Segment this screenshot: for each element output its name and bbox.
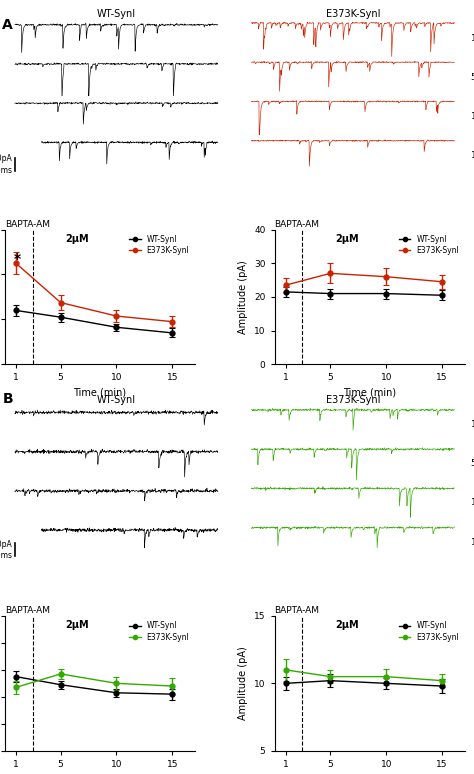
Legend: WT-SynI, E373K-SynI: WT-SynI, E373K-SynI xyxy=(397,233,461,257)
Text: 10 min: 10 min xyxy=(471,498,474,508)
Text: 2μM: 2μM xyxy=(335,620,359,630)
Text: A: A xyxy=(2,18,13,32)
Text: 5 min: 5 min xyxy=(471,73,474,82)
Text: B: B xyxy=(2,392,13,406)
Title: WT-SynI: WT-SynI xyxy=(97,395,136,405)
Title: E373K-SynI: E373K-SynI xyxy=(326,9,380,19)
Title: WT-SynI: WT-SynI xyxy=(97,9,136,19)
Text: 2μM: 2μM xyxy=(335,234,359,244)
Text: BAPTA-AM: BAPTA-AM xyxy=(5,220,50,229)
Text: 500ms: 500ms xyxy=(0,551,12,560)
Text: 10 min: 10 min xyxy=(471,112,474,121)
Legend: WT-SynI, E373K-SynI: WT-SynI, E373K-SynI xyxy=(128,233,191,257)
Text: 2μM: 2μM xyxy=(65,620,89,630)
Legend: WT-SynI, E373K-SynI: WT-SynI, E373K-SynI xyxy=(397,620,461,643)
Y-axis label: Amplitude (pA): Amplitude (pA) xyxy=(238,646,248,721)
Legend: WT-SynI, E373K-SynI: WT-SynI, E373K-SynI xyxy=(128,620,191,643)
Text: 20pA: 20pA xyxy=(0,154,12,163)
Text: 10pA: 10pA xyxy=(0,539,12,549)
Text: BAPTA-AM: BAPTA-AM xyxy=(5,606,50,615)
Title: E373K-SynI: E373K-SynI xyxy=(326,395,380,405)
Text: 1 min: 1 min xyxy=(471,33,474,43)
Text: 5 min: 5 min xyxy=(471,459,474,468)
Text: *: * xyxy=(14,252,21,266)
X-axis label: Time (min): Time (min) xyxy=(73,388,126,398)
Text: 15 min: 15 min xyxy=(471,538,474,546)
Text: 500ms: 500ms xyxy=(0,166,12,176)
Text: 15 min: 15 min xyxy=(471,151,474,160)
Y-axis label: Amplitude (pA): Amplitude (pA) xyxy=(238,260,248,334)
Text: 1 min: 1 min xyxy=(471,420,474,429)
Text: 2μM: 2μM xyxy=(65,234,89,244)
Text: BAPTA-AM: BAPTA-AM xyxy=(274,606,319,615)
X-axis label: Time (min): Time (min) xyxy=(343,388,396,398)
Text: BAPTA-AM: BAPTA-AM xyxy=(274,220,319,229)
